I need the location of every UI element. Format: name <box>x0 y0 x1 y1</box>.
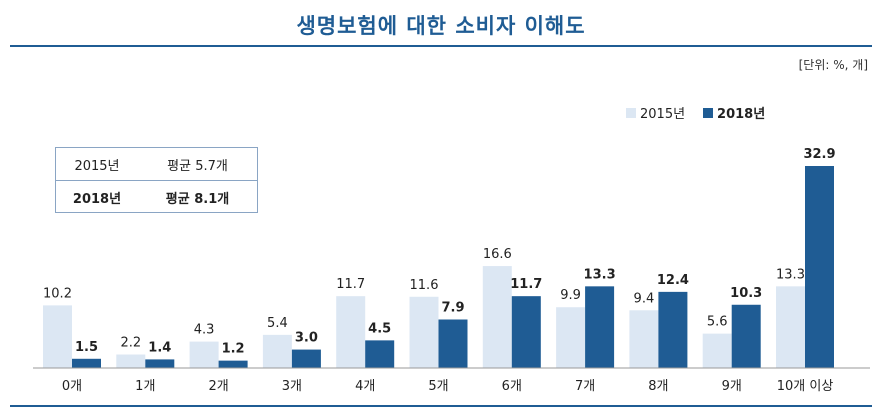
data-label-2018: 1.4 <box>148 340 171 355</box>
bar-2015 <box>409 296 439 368</box>
data-label-2018: 4.5 <box>368 321 391 336</box>
x-tick-label: 0개 <box>62 379 82 394</box>
chart-title: 생명보험에 대한 소비자 이해도 <box>296 14 586 38</box>
bar-2015 <box>43 305 72 368</box>
legend: 2015년 2018년 <box>626 103 783 122</box>
legend-item-2018: 2018년 <box>703 103 765 122</box>
bar-2015 <box>556 307 586 368</box>
x-tick-label: 5개 <box>428 379 448 394</box>
data-label-2018: 1.2 <box>222 342 245 357</box>
x-tick-label: 2개 <box>208 379 228 394</box>
bar-2018 <box>218 360 248 368</box>
x-tick-label: 8개 <box>648 379 668 394</box>
bar-2015 <box>776 286 805 368</box>
data-label-2018: 10.3 <box>730 286 762 301</box>
legend-swatch-2018 <box>703 107 714 118</box>
data-label-2015: 9.4 <box>634 291 655 306</box>
bar-2015 <box>482 266 512 368</box>
average-table: 2015년 평균 5.7개 2018년 평균 8.1개 <box>55 147 258 213</box>
data-label-2015: 11.7 <box>336 277 365 292</box>
data-label-2015: 5.4 <box>267 316 288 331</box>
data-label-2015: 10.2 <box>43 286 72 301</box>
bar-2015 <box>189 341 219 368</box>
average-year: 2015년 <box>74 158 120 174</box>
bar-2018 <box>731 304 761 368</box>
data-label-2018: 1.5 <box>75 340 98 355</box>
data-label-2018: 3.0 <box>295 331 318 346</box>
legend-label-2015: 2015년 <box>640 107 686 122</box>
top-rule <box>10 45 872 47</box>
bottom-rule <box>10 405 872 407</box>
bar-2015 <box>262 334 292 368</box>
bar-2015 <box>702 333 732 368</box>
x-tick-label: 6개 <box>502 379 522 394</box>
bar-2018 <box>72 358 101 368</box>
data-label-2015: 2.2 <box>120 335 141 350</box>
bar-2018 <box>805 166 834 368</box>
data-label-2018: 11.7 <box>510 277 542 292</box>
unit-label: [단위: %, 개] <box>798 58 868 72</box>
data-label-2018: 7.9 <box>441 300 464 315</box>
x-tick-label: 9개 <box>722 379 742 394</box>
bar-2018 <box>291 349 321 368</box>
average-year: 2018년 <box>72 191 122 207</box>
data-label-2018: 13.3 <box>584 267 616 282</box>
data-label-2015: 11.6 <box>410 278 439 293</box>
x-tick-label: 10개 이상 <box>777 379 834 394</box>
average-row-2018: 2018년 평균 8.1개 <box>56 180 257 213</box>
data-label-2015: 16.6 <box>483 247 512 262</box>
bar-2018 <box>145 359 175 368</box>
legend-item-2015: 2015년 <box>626 103 685 122</box>
data-label-2015: 5.6 <box>707 315 728 330</box>
x-tick-label: 7개 <box>575 379 595 394</box>
bar-2018 <box>365 340 395 368</box>
data-label-2015: 4.3 <box>194 323 215 338</box>
data-label-2018: 12.4 <box>657 273 689 288</box>
bar-2015 <box>116 354 146 368</box>
bar-2018 <box>438 319 468 368</box>
average-value: 평균 8.1개 <box>165 191 230 207</box>
legend-swatch-2015 <box>626 107 636 118</box>
average-row-2015: 2015년 평균 5.7개 <box>56 148 257 180</box>
x-tick-label: 1개 <box>135 379 155 394</box>
legend-label-2018: 2018년 <box>717 107 766 122</box>
bar-2015 <box>629 310 659 368</box>
bar-2018 <box>585 286 615 368</box>
bar-2018 <box>511 296 541 368</box>
bar-2015 <box>336 296 366 368</box>
x-tick-label: 4개 <box>355 379 375 394</box>
average-value: 평균 5.7개 <box>167 158 228 174</box>
bar-2018 <box>658 291 688 368</box>
data-label-2018: 32.9 <box>803 147 835 162</box>
x-tick-label: 3개 <box>282 379 302 394</box>
data-label-2015: 9.9 <box>560 288 581 303</box>
data-label-2015: 13.3 <box>776 267 805 282</box>
